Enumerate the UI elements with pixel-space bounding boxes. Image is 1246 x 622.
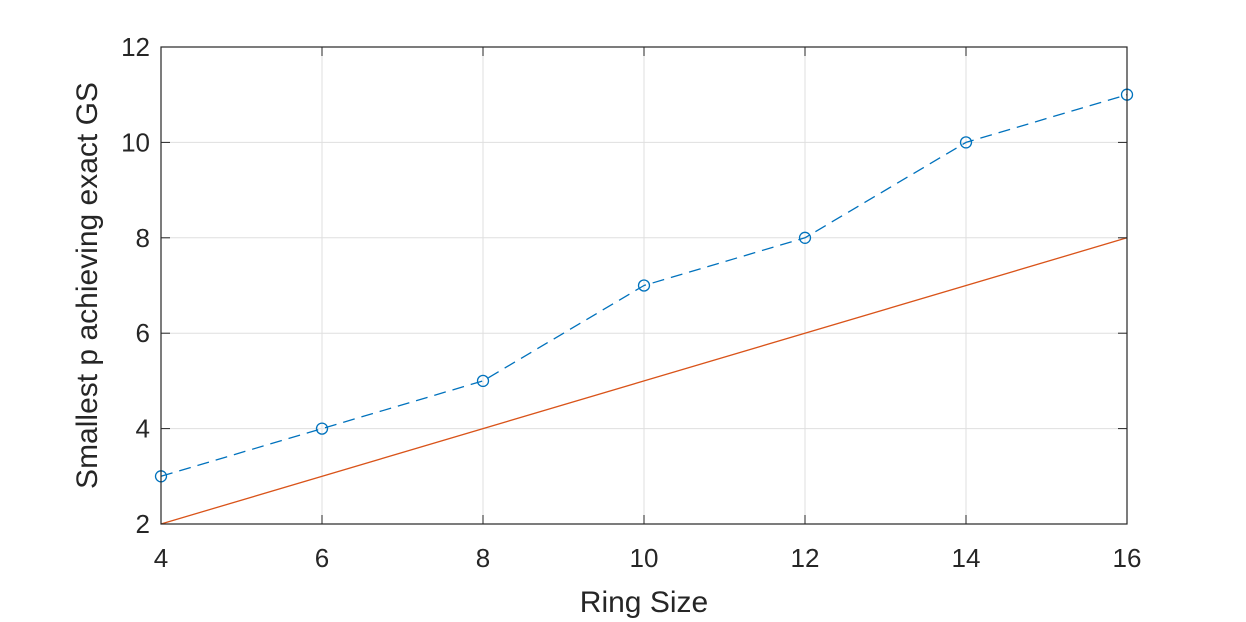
x-tick-label: 14 <box>952 543 981 573</box>
series-layer <box>154 88 1134 525</box>
series-1-point <box>798 231 812 244</box>
x-tick-label: 6 <box>315 543 329 573</box>
x-tick-label: 12 <box>791 543 820 573</box>
x-axis-label: Ring Size <box>580 586 708 619</box>
series-2-line <box>160 237 1128 525</box>
series-1-point <box>315 422 329 435</box>
x-tick-label: 4 <box>154 543 168 573</box>
x-tick-label: 8 <box>476 543 490 573</box>
y-tick-label: 4 <box>136 414 150 444</box>
series-1-point <box>476 374 490 388</box>
y-tick-label: 2 <box>136 509 150 539</box>
y-tick-label: 10 <box>121 127 150 157</box>
y-tick-label: 6 <box>136 318 150 348</box>
y-axis-label: Smallest p achieving exact GS <box>71 82 104 489</box>
y-tick-label: 12 <box>121 32 150 62</box>
y-tick-label: 8 <box>136 223 150 253</box>
series-1-line <box>160 94 1128 477</box>
x-tick-label: 10 <box>630 543 659 573</box>
series-1-point <box>637 279 651 292</box>
x-tick-label: 16 <box>1113 543 1142 573</box>
series-1-point <box>959 136 973 149</box>
